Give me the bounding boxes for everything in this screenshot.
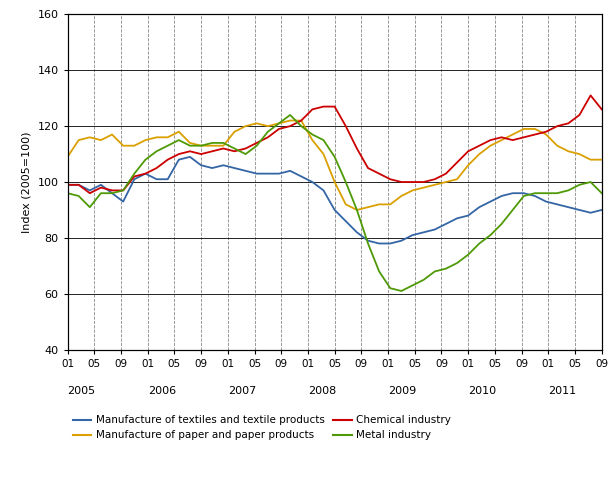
Text: 2008: 2008 [308, 386, 336, 396]
Y-axis label: Index (2005=100): Index (2005=100) [22, 131, 32, 233]
Text: 2010: 2010 [468, 386, 496, 396]
Text: 2005: 2005 [68, 386, 96, 396]
Text: 2006: 2006 [148, 386, 176, 396]
Legend: Manufacture of textiles and textile products, Manufacture of paper and paper pro: Manufacture of textiles and textile prod… [72, 415, 451, 441]
Text: 2011: 2011 [548, 386, 577, 396]
Text: 2009: 2009 [388, 386, 416, 396]
Text: 2007: 2007 [228, 386, 256, 396]
